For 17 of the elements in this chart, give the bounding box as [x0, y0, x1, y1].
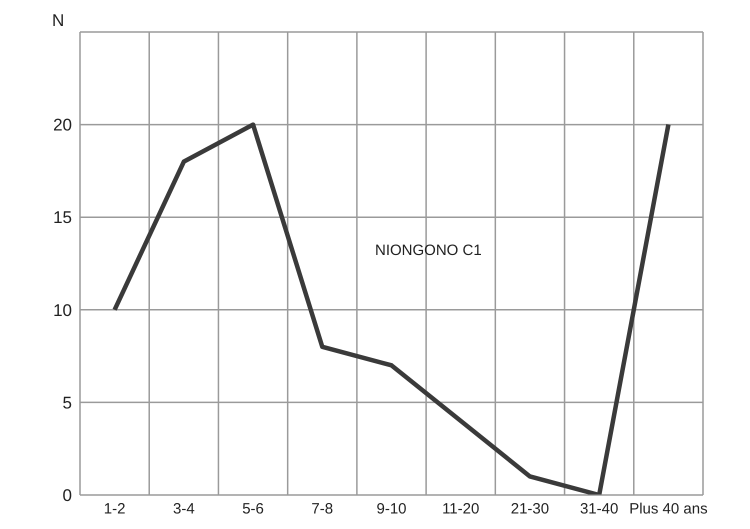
line-series: [112, 122, 671, 495]
y-tick-label: 15: [53, 208, 72, 228]
y-tick-label: 10: [53, 300, 72, 320]
x-tick-label: 7-8: [311, 500, 334, 518]
y-axis-title: N: [52, 11, 64, 30]
x-tick-label: 5-6: [242, 500, 264, 518]
x-tick-label: 11-20: [442, 500, 480, 518]
x-tick-label: 21-30: [510, 500, 550, 518]
x-tick-label: 1-2: [104, 500, 126, 518]
annotation: NIONGONO C1: [375, 242, 482, 259]
x-tick-label: 9-10: [376, 500, 407, 518]
y-tick-label: 0: [62, 486, 72, 506]
x-tick-label: Plus 40 ans: [629, 500, 708, 518]
y-tick-label: 20: [53, 116, 72, 135]
y-tick-label: 5: [62, 393, 72, 412]
x-tick-label: 3-4: [172, 500, 195, 518]
x-tick-label: 31-40: [580, 500, 618, 518]
